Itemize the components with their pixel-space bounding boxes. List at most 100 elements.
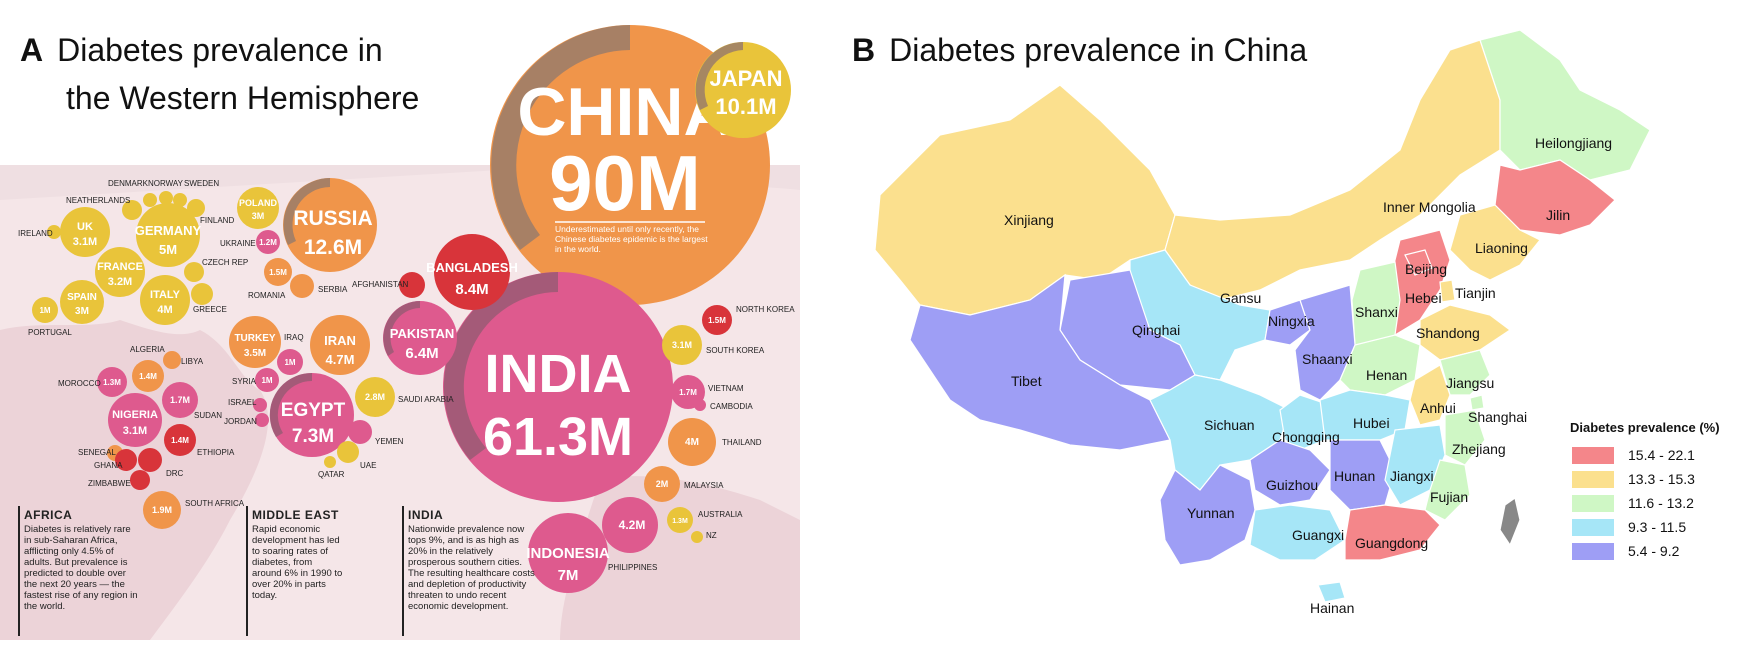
province-shanghai [1469, 394, 1485, 411]
label-jordan: JORDAN [224, 417, 257, 426]
label-guangxi: Guangxi [1292, 527, 1344, 543]
south-korea-value: 3.1M [672, 340, 692, 350]
province-hubei [1319, 389, 1411, 441]
turkey-bubble-value: 3.5M [244, 348, 266, 359]
north-korea-value: 1.5M [708, 316, 726, 325]
label-malaysia: MALAYSIA [684, 481, 724, 490]
spain-bubble-name: SPAIN [67, 292, 97, 303]
label-sweden: SWEDEN [184, 179, 219, 188]
label-zimbabwe: ZIMBABWE [88, 479, 131, 488]
india-region-box: INDIA Nationwide prevalence now tops 9%,… [408, 508, 536, 612]
label-shanghai: Shanghai [1468, 409, 1527, 425]
legend-label: 11.6 - 13.2 [1628, 495, 1694, 511]
india-region-head: INDIA [408, 508, 444, 522]
legend-item: 5.4 - 9.2 [1572, 539, 1720, 563]
label-hubei: Hubei [1353, 415, 1390, 431]
iran-bubble-name: IRAN [324, 333, 356, 348]
legend-item: 9.3 - 11.5 [1572, 515, 1720, 539]
label-senegal: SENEGAL [78, 448, 116, 457]
label-jiangxi: Jiangxi [1390, 468, 1434, 484]
china-bubble-value: 90M [549, 139, 701, 227]
india-bubble: INDIA 61.3M [443, 272, 673, 502]
label-algeria: ALGERIA [130, 345, 165, 354]
legend-swatch [1572, 518, 1614, 536]
panel-b-title-text: Diabetes prevalence in China [889, 32, 1308, 68]
province-shaanxi [1294, 284, 1356, 401]
panel-a-title: A Diabetes prevalence in [20, 30, 383, 70]
africa-bar [18, 506, 20, 636]
legend-label: 13.3 - 15.3 [1628, 471, 1695, 487]
spain-bubble-value: 3M [75, 306, 89, 317]
vietnam-value: 1.7M [679, 388, 697, 397]
label-shandong: Shandong [1416, 325, 1480, 341]
ethiopia-value: 1.4M [171, 436, 189, 445]
indonesia-bubble: INDONESIA 7M [526, 513, 610, 593]
label-tibet: Tibet [1011, 373, 1042, 389]
label-south-africa: SOUTH AFRICA [185, 499, 245, 508]
label-romania: ROMANIA [248, 291, 286, 300]
label-ghana: GHANA [94, 461, 123, 470]
germany-bubble: GERMANY 5M [135, 203, 202, 267]
bangladesh-bubble-name: BANGLADESH [426, 260, 518, 275]
label-vietnam: VIETNAM [708, 384, 744, 393]
egypt-bubble-value: 7.3M [292, 426, 334, 447]
label-north-korea: NORTH KOREA [736, 305, 795, 314]
province-tianjin [1439, 279, 1456, 303]
iraq-value: 1M [284, 358, 295, 367]
panel-a-title-line1: Diabetes prevalence in [57, 32, 383, 68]
syria-value: 1M [261, 376, 272, 385]
province-hebei [1384, 229, 1451, 336]
label-tianjin: Tianjin [1455, 285, 1496, 301]
label-ukraine: UKRAINE [220, 239, 256, 248]
pakistan-bubble-name: PAKISTAN [390, 326, 455, 341]
turkey-bubble: TURKEY 3.5M [229, 316, 281, 368]
label-australia: AUSTRALIA [698, 510, 743, 519]
panel-a-title-line2: the Western Hemisphere [66, 80, 420, 116]
prevalence-legend: Diabetes prevalence (%) 15.4 - 22.1 13.3… [1570, 420, 1720, 563]
label-hebei: Hebei [1405, 290, 1442, 306]
province-yunnan [1159, 464, 1256, 566]
label-liaoning: Liaoning [1475, 240, 1528, 256]
uk-bubble-value: 3.1M [73, 236, 97, 248]
label-ethiopia: ETHIOPIA [197, 448, 235, 457]
label-guizhou: Guizhou [1266, 477, 1318, 493]
legend-items: 15.4 - 22.1 13.3 - 15.3 11.6 - 13.2 9.3 … [1570, 443, 1720, 563]
label-ningxia: Ningxia [1268, 313, 1315, 329]
ukraine-value: 1.2M [259, 238, 277, 247]
middle-east-bar [246, 506, 248, 636]
nigeria-bubble-name: NIGERIA [112, 409, 158, 421]
label-thailand: THAILAND [722, 438, 762, 447]
label-iraq: IRAQ [284, 333, 304, 342]
india-bubble-name: INDIA [485, 344, 632, 404]
malaysia-value: 2M [656, 479, 669, 489]
label-syria: SYRIA [232, 377, 257, 386]
label-yemen: YEMEN [375, 437, 404, 446]
label-nz: NZ [706, 531, 717, 540]
taiwan-shape [1499, 496, 1521, 547]
label-saudi: SAUDI ARABIA [398, 395, 454, 404]
province-heilongjiang [1479, 29, 1651, 181]
label-hainan: Hainan [1310, 600, 1354, 616]
germany-bubble-value: 5M [159, 242, 177, 257]
sudan-value: 1.7M [170, 395, 190, 405]
province-gansu [1129, 249, 1271, 381]
province-qinghai [1059, 269, 1196, 391]
middle-east-body: Rapid economic development has led to so… [252, 524, 343, 601]
label-jilin: Jilin [1546, 207, 1570, 223]
india-bubble-value: 61.3M [483, 407, 633, 467]
uk-bubble: UK 3.1M [60, 207, 110, 257]
africa-head: AFRICA [24, 508, 73, 522]
label-south-korea: SOUTH KOREA [706, 346, 765, 355]
label-heilongjiang: Heilongjiang [1535, 135, 1612, 151]
label-chongqing: Chongqing [1272, 429, 1340, 445]
france-bubble-name: FRANCE [97, 261, 143, 273]
province-inner-mongolia [1164, 39, 1501, 301]
label-finland: FINLAND [200, 216, 234, 225]
label-anhui: Anhui [1420, 400, 1456, 416]
japan-bubble: JAPAN 10.1M [695, 42, 791, 138]
australia-value: 1.3M [672, 518, 688, 525]
label-cambodia: CAMBODIA [710, 402, 753, 411]
middle-east-head: MIDDLE EAST [252, 508, 339, 522]
italy-bubble-name: ITALY [150, 289, 181, 301]
russia-bubble-value: 12.6M [304, 236, 362, 259]
